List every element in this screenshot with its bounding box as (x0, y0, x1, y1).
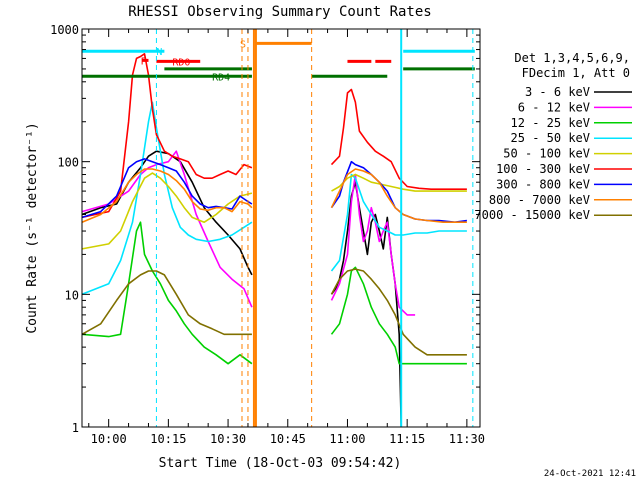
axis-layer: 10:00 10:15 10:30 10:45 11:00 11:15 11:30 1 10 10… (50, 23, 485, 446)
legend-label-8: 7000 - 15000 keV (474, 208, 590, 222)
legend-label-4: 50 - 100 keV (503, 147, 590, 161)
state-bar-label-5: S (240, 39, 246, 50)
y-tick-label-2: 100 (57, 156, 79, 170)
chart-title: RHESSI Observing Summary Count Rates (128, 4, 431, 20)
legend-header-line-1: Det 1,3,4,5,6,9, (514, 51, 630, 65)
series-line-2 (81, 221, 467, 365)
legend-label-6: 300 - 800 keV (496, 177, 590, 191)
state-layer: NF RD0 RD4 S (82, 39, 475, 83)
vertical-lines-layer (155, 29, 474, 427)
series-line-4 (81, 172, 467, 250)
series-line-5 (81, 53, 467, 219)
x-tick-label-0: 10:00 (91, 432, 127, 446)
y-tick-label-3: 1000 (50, 23, 79, 37)
legend-label-7: 800 - 7000 keV (489, 193, 590, 207)
plot-frame (81, 28, 481, 428)
series-line-7 (81, 168, 467, 223)
footer-date: 24-Oct-2021 12:41 (544, 469, 636, 479)
legend-label-2: 12 - 25 keV (511, 116, 590, 130)
series-line-3 (81, 101, 467, 296)
state-bar-label-4: RD4 (212, 72, 230, 83)
y-tick-label-1: 10 (65, 288, 79, 302)
state-bar-label-0: N (156, 47, 162, 58)
series-line-8 (81, 268, 467, 356)
x-tick-label-3: 10:45 (270, 432, 306, 446)
x-tick-label-2: 10:30 (210, 432, 246, 446)
y-tick-label-0: 1 (72, 421, 79, 435)
x-tick-label-4: 11:00 (329, 432, 365, 446)
state-bar-label-1: F (141, 56, 147, 67)
x-tick-label-6: 11:30 (449, 432, 485, 446)
legend-label-0: 3 - 6 keV (525, 85, 590, 99)
state-bar-label-2: RD0 (172, 57, 190, 68)
series-line-1 (81, 150, 416, 316)
x-tick-label-5: 11:15 (389, 432, 425, 446)
series-layer (81, 53, 468, 428)
x-axis-label: Start Time (18-Oct-03 09:54:42) (159, 456, 402, 471)
legend-label-5: 100 - 300 keV (496, 162, 590, 176)
legend-label-3: 25 - 50 keV (511, 131, 590, 145)
y-axis-label: Count Rate (s⁻¹ detector⁻¹) (25, 122, 40, 333)
x-tick-label-1: 10:15 (150, 432, 186, 446)
legend-label-1: 6 - 12 keV (518, 100, 590, 114)
legend-header-line-2: FDecim 1, Att 0 (522, 66, 630, 80)
